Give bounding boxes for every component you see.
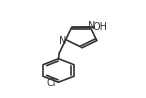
Text: OH: OH	[92, 22, 107, 32]
Text: Cl: Cl	[47, 78, 56, 88]
Text: N: N	[59, 36, 67, 46]
Text: N: N	[88, 21, 95, 31]
